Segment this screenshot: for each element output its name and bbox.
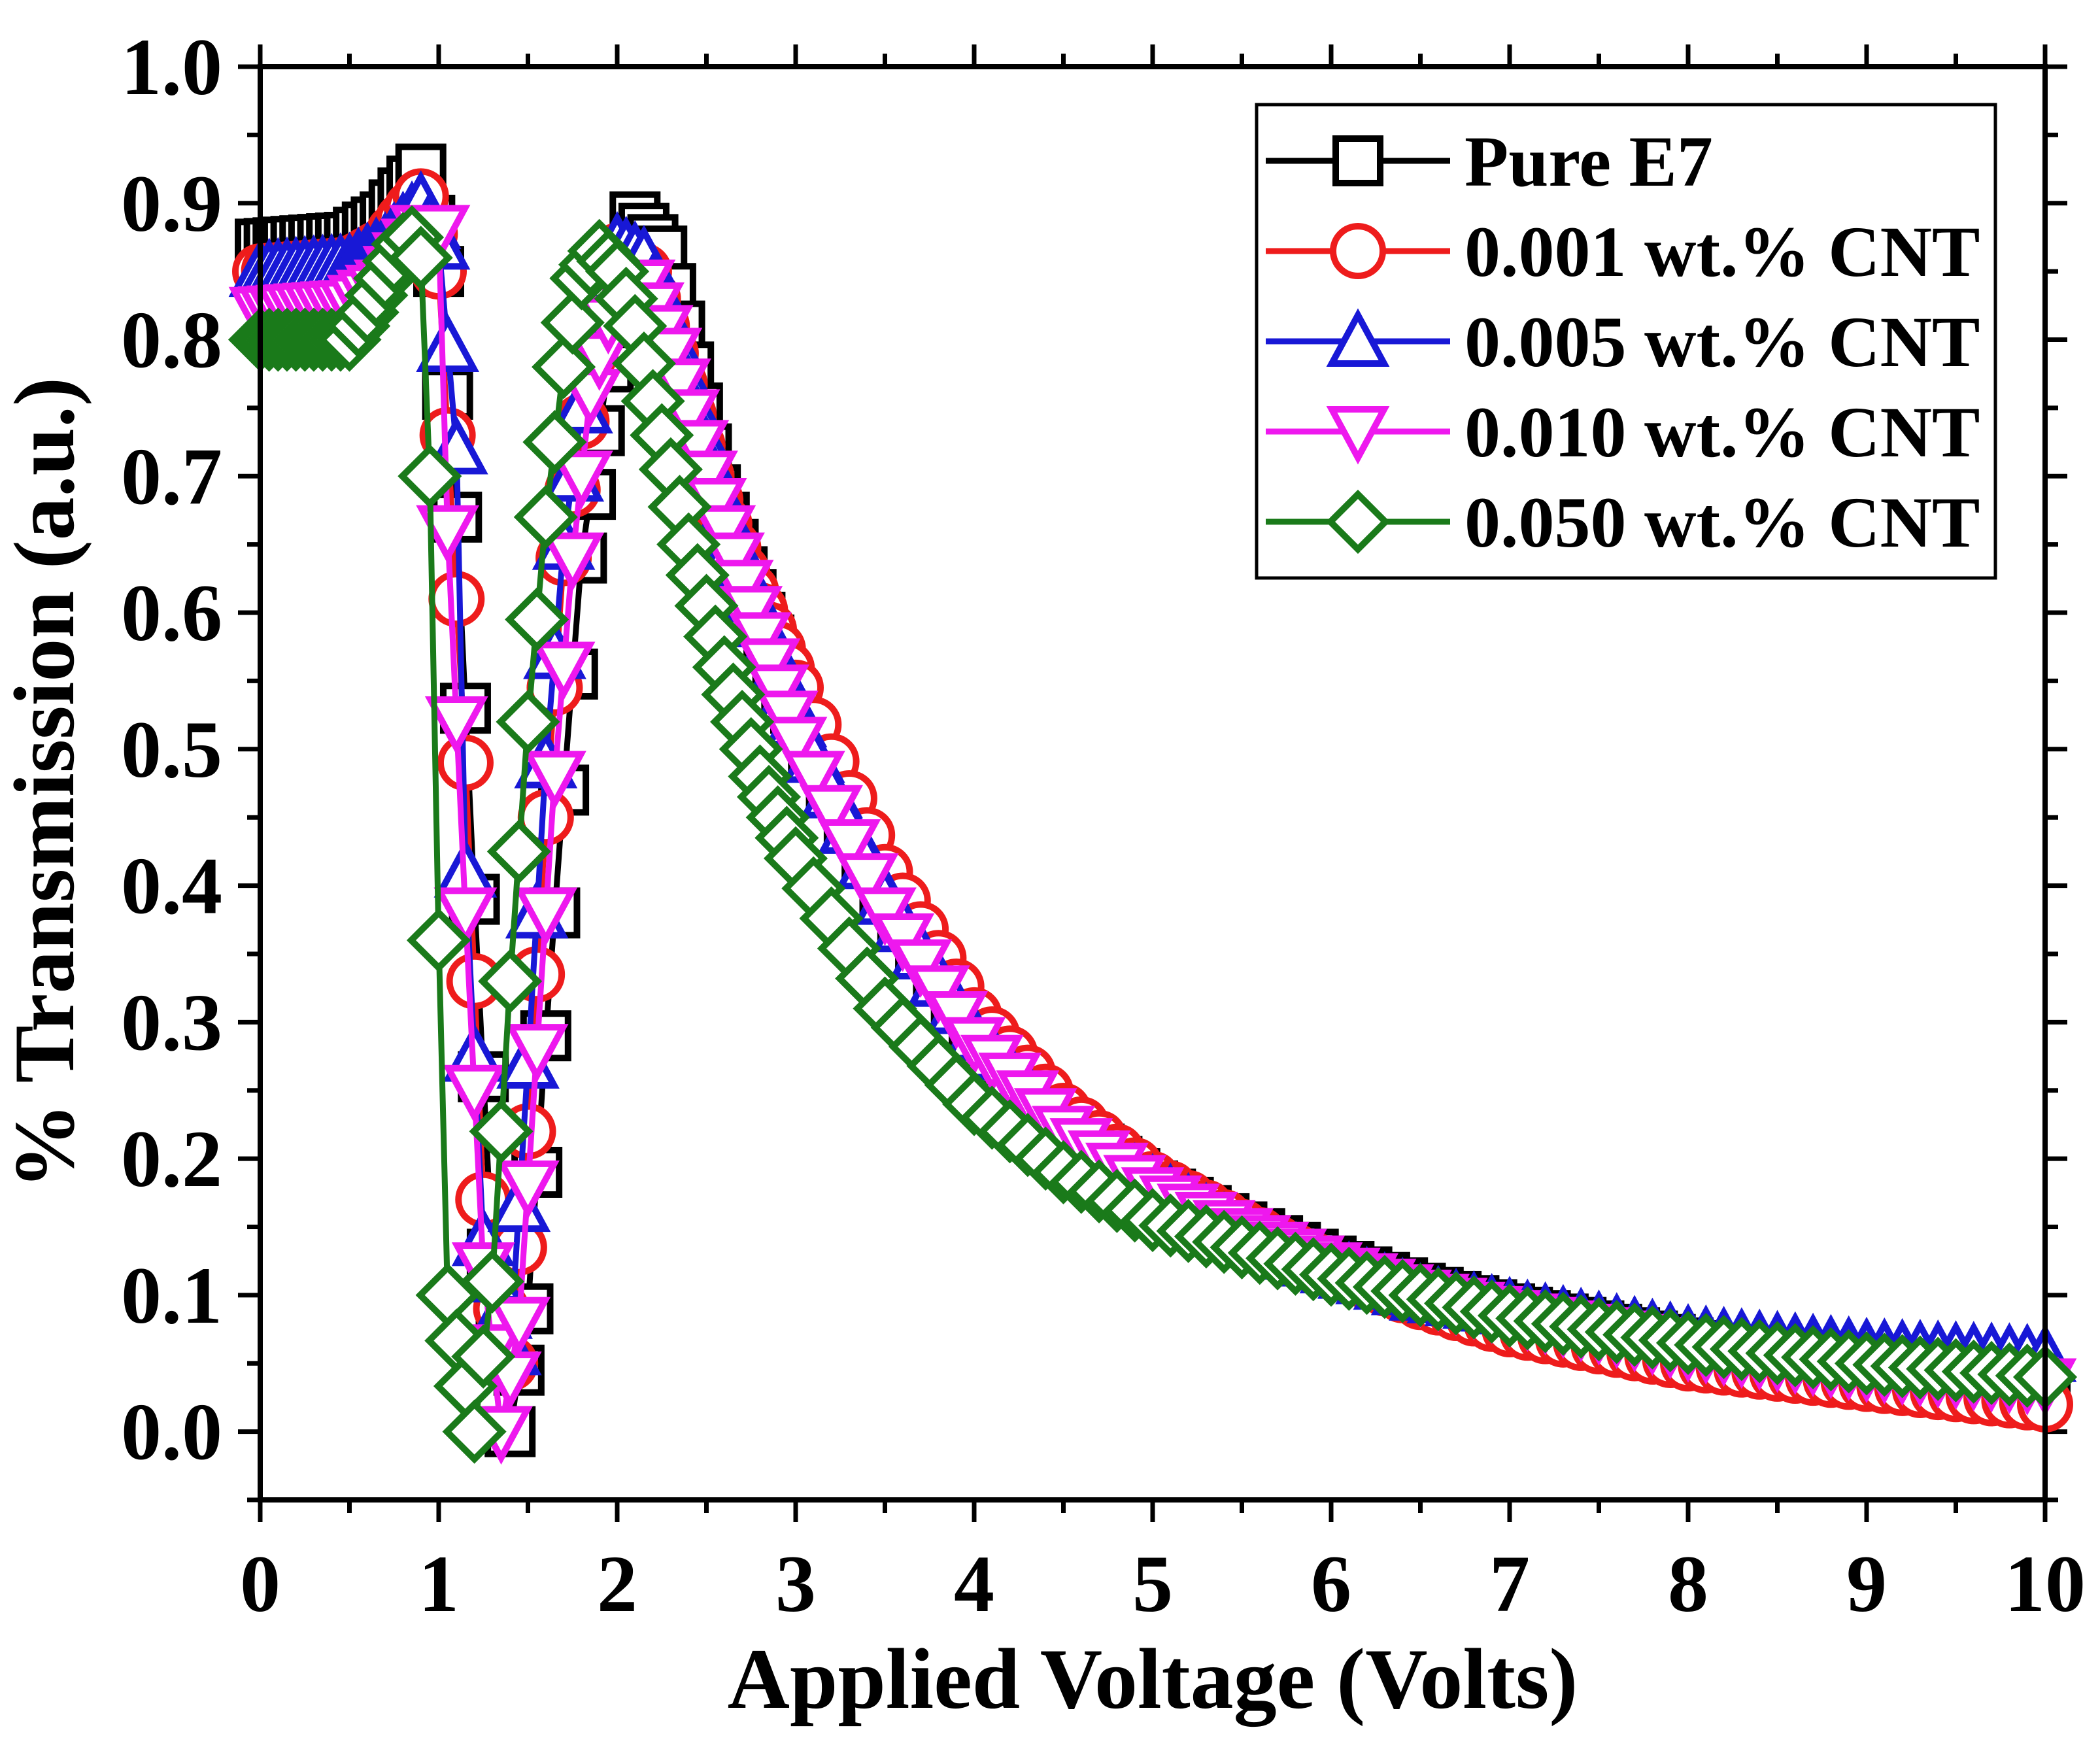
legend-entry: Pure E7 xyxy=(1266,122,1713,201)
data-point xyxy=(540,290,605,355)
legend-entry: 0.001 wt.% CNT xyxy=(1266,212,1980,292)
y-tick-label: 0.4 xyxy=(121,841,222,931)
data-point xyxy=(514,887,578,946)
data-point xyxy=(424,696,488,755)
data-point xyxy=(442,1399,507,1464)
axes-layer: 0 1 2 3 4 5 6 7 8 9 10 0.0 0.1 0.2 0.3 0.4 0.5 0.6 0.7 0.8 0… xyxy=(121,22,2086,1629)
legend-marker xyxy=(1330,223,1386,279)
data-point xyxy=(505,1024,569,1083)
series-4 xyxy=(228,205,2078,1464)
y-tick-label: 0.2 xyxy=(121,1114,222,1204)
legend-label: Pure E7 xyxy=(1465,122,1713,201)
data-point xyxy=(532,641,596,701)
series-layer xyxy=(228,143,2078,1465)
x-tick-label: 3 xyxy=(775,1539,816,1629)
y-axis-title: % Transmission (a.u.) xyxy=(0,377,92,1189)
data-point xyxy=(522,410,587,475)
data-point xyxy=(433,887,498,946)
y-tick-label: 0.8 xyxy=(121,296,222,385)
data-point xyxy=(550,450,613,509)
x-tick-label: 6 xyxy=(1311,1539,1351,1629)
x-tick-label: 9 xyxy=(1846,1539,1887,1629)
y-tick-label: 0.9 xyxy=(121,159,222,248)
y-tick-label: 1.0 xyxy=(121,22,222,112)
legend: Pure E7 0.001 wt.% CNT 0.005 wt.% CNT 0.010… xyxy=(1255,103,1997,580)
data-point xyxy=(469,1099,533,1164)
x-axis-title: Applied Voltage (Volts) xyxy=(728,1631,1578,1727)
data-point xyxy=(398,444,462,509)
data-point xyxy=(460,1249,524,1314)
legend-label: 0.010 wt.% CNT xyxy=(1465,392,1980,472)
x-tick-label: 5 xyxy=(1132,1539,1173,1629)
legend-marker xyxy=(1325,489,1391,554)
y-tick-label: 0.6 xyxy=(121,568,222,658)
x-tick-label: 10 xyxy=(2005,1539,2086,1629)
y-tick-label: 0.1 xyxy=(121,1251,222,1340)
data-point xyxy=(764,717,828,775)
data-point xyxy=(443,1064,506,1124)
y-tick-label: 0.3 xyxy=(121,977,222,1067)
data-point xyxy=(513,484,578,549)
data-point xyxy=(486,819,551,884)
legend-label: 0.001 wt.% CNT xyxy=(1465,212,1980,292)
data-point xyxy=(532,335,596,399)
data-point xyxy=(781,751,845,810)
data-point xyxy=(478,949,543,1013)
plot-frame xyxy=(258,64,2048,1503)
x-tick-label: 2 xyxy=(597,1539,637,1629)
data-point xyxy=(523,751,586,810)
legend-label: 0.050 wt.% CNT xyxy=(1465,483,1980,562)
x-tick-label: 0 xyxy=(240,1539,280,1629)
data-point xyxy=(541,532,605,592)
x-tick-label: 4 xyxy=(954,1539,994,1629)
data-point xyxy=(416,313,480,372)
data-point xyxy=(835,853,899,912)
data-point xyxy=(496,1160,560,1219)
data-point xyxy=(451,1324,516,1389)
data-point xyxy=(416,505,480,564)
x-tick-label: 7 xyxy=(1489,1539,1530,1629)
legend-label: 0.005 wt.% CNT xyxy=(1465,302,1980,382)
legend-marker xyxy=(1326,406,1390,465)
data-point xyxy=(496,689,560,755)
data-point xyxy=(505,587,569,652)
legend-entry: 0.005 wt.% CNT xyxy=(1266,302,1980,382)
legend-entry: 0.010 wt.% CNT xyxy=(1266,392,1980,472)
x-tick-label: 1 xyxy=(418,1539,459,1629)
data-point xyxy=(800,785,863,844)
y-tick-label: 0.0 xyxy=(121,1387,222,1477)
x-tick-label: 8 xyxy=(1668,1539,1708,1629)
legend-marker xyxy=(1332,135,1383,186)
legend-marker xyxy=(1326,308,1390,367)
data-point xyxy=(487,1297,551,1356)
data-point xyxy=(817,819,881,878)
data-point xyxy=(388,226,453,290)
legend-entry: 0.050 wt.% CNT xyxy=(1266,483,1980,562)
data-point xyxy=(406,908,471,973)
y-tick-label: 0.5 xyxy=(121,705,222,794)
y-tick-label: 0.7 xyxy=(121,432,222,521)
